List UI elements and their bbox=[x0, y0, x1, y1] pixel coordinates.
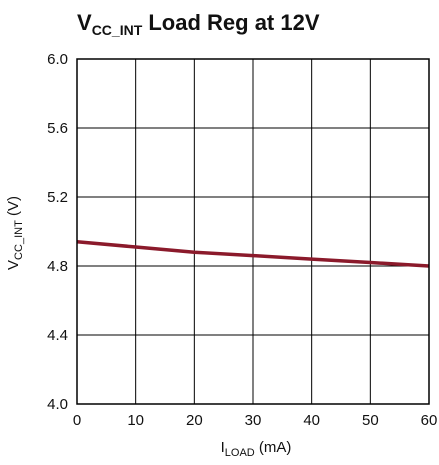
x-tick-label: 50 bbox=[362, 412, 379, 429]
y-tick-label: 4.4 bbox=[47, 327, 68, 344]
grid bbox=[77, 59, 429, 404]
series bbox=[76, 240, 430, 268]
y-tick-label: 4.0 bbox=[47, 396, 68, 413]
x-axis-label: ILOAD (mA) bbox=[221, 439, 292, 459]
x-tick-label: 0 bbox=[73, 412, 81, 429]
x-tick-label: 60 bbox=[421, 412, 438, 429]
plot-frame bbox=[76, 58, 430, 405]
y-axis-label: VCC_INT (V) bbox=[5, 196, 25, 270]
x-tick-label: 10 bbox=[127, 412, 144, 429]
x-tick-label: 40 bbox=[303, 412, 320, 429]
y-tick-label: 5.6 bbox=[47, 120, 68, 137]
y-tick-label: 6.0 bbox=[47, 51, 68, 68]
chart-title: VCC_INT Load Reg at 12V bbox=[77, 10, 320, 38]
y-tick-label: 5.2 bbox=[47, 189, 68, 206]
x-tick-label: 20 bbox=[186, 412, 203, 429]
x-tick-label: 30 bbox=[245, 412, 262, 429]
y-tick-label: 4.8 bbox=[47, 258, 68, 275]
tick-labels: 0 10 20 30 40 50 60 6.0 5.6 5.2 4.8 4.4 4.0 bbox=[47, 51, 437, 429]
series-line bbox=[76, 240, 430, 268]
